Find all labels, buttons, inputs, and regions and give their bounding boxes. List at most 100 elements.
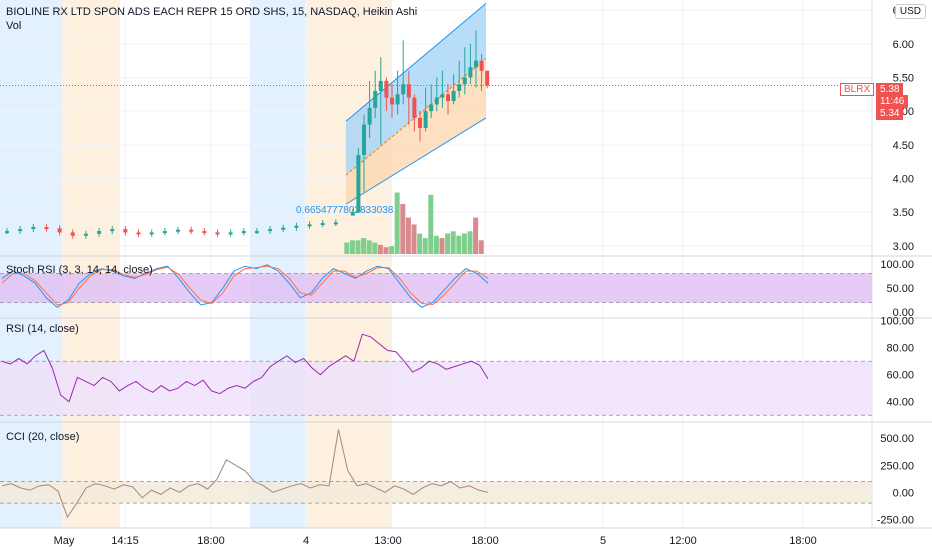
x-tick-2: 18:00	[197, 535, 225, 547]
stoch-y-tick-1: 50.00	[886, 283, 914, 295]
session-shade-3	[305, 0, 392, 528]
main-y-tick-1: 3.50	[893, 207, 914, 219]
candle-body-10	[406, 84, 411, 98]
flat-candle-body-21	[281, 227, 286, 230]
volume-bar-0	[344, 242, 350, 254]
cci-y-tick-3: 500.00	[880, 433, 914, 445]
flat-candle-body-2	[31, 227, 36, 230]
candle-body-15	[434, 97, 439, 105]
volume-bar-9	[394, 192, 400, 254]
flat-candle-body-7	[97, 231, 102, 234]
candle-body-20	[462, 77, 467, 85]
candle-body-16	[440, 94, 445, 98]
flat-candle-body-13	[176, 229, 180, 232]
low-price-label: 5.34	[876, 107, 904, 120]
cci-y-tick-2: 250.00	[880, 460, 914, 472]
channel-lower-zone	[346, 58, 486, 205]
candle-body-3	[367, 107, 372, 125]
candle-body-22	[474, 60, 478, 68]
x-tick-6: 5	[600, 535, 606, 547]
cci-title: CCI (20, close)	[6, 431, 80, 443]
flat-candle-body-9	[123, 229, 128, 233]
volume-bar-2	[355, 240, 361, 254]
volume-bar-6	[377, 244, 383, 254]
volume-bar-15	[428, 194, 434, 254]
candle-body-0	[350, 212, 355, 216]
symbol-price-tag: BLRX	[840, 83, 875, 96]
session-shade-1	[62, 0, 120, 528]
volume-bar-11	[405, 217, 411, 254]
flat-candle-body-22	[294, 225, 299, 228]
stoch-series-0	[1, 264, 489, 308]
volume-bar-1	[349, 240, 355, 254]
rsi-title: RSI (14, close)	[6, 323, 79, 335]
flat-candle-body-23	[307, 224, 312, 227]
cci-y-tick-1: 0.00	[893, 487, 914, 499]
rsi-y-tick-3: 100.00	[880, 316, 914, 328]
candle-body-5	[378, 80, 383, 91]
volume-bar-10	[400, 203, 406, 254]
main-y-tick-5: 5.50	[893, 72, 914, 84]
flat-candle-body-11	[149, 232, 154, 235]
candle-body-4	[373, 90, 378, 108]
x-tick-4: 13:00	[374, 535, 402, 547]
rsi-y-tick-1: 60.00	[886, 370, 914, 382]
candle-body-2	[362, 124, 366, 155]
x-tick-3: 4	[303, 535, 309, 547]
x-tick-1: 14:15	[111, 535, 139, 547]
cci-y-tick-0: -250.00	[877, 514, 914, 526]
volume-bar-12	[411, 224, 417, 254]
volume-bar-19	[450, 231, 456, 254]
x-tick-7: 12:00	[669, 535, 697, 547]
flat-candle-body-25	[333, 222, 338, 225]
volume-bar-3	[361, 238, 367, 254]
volume-bar-13	[417, 233, 423, 254]
volume-bar-7	[383, 247, 389, 254]
chart-title: BIOLINE RX LTD SPON ADS EACH REPR 15 ORD…	[6, 6, 418, 18]
volume-bar-18	[445, 233, 451, 254]
main-y-tick-2: 4.00	[893, 174, 914, 186]
candle-body-19	[457, 84, 462, 91]
stoch-band	[0, 273, 872, 303]
flat-candle-body-8	[110, 229, 115, 232]
flat-candle-body-18	[241, 231, 246, 234]
volume-bar-14	[422, 238, 428, 254]
flat-candle-body-12	[162, 231, 167, 234]
flat-candle-body-5	[70, 232, 75, 236]
channel-lower-line	[345, 117, 487, 205]
currency-button[interactable]: USD	[894, 4, 926, 19]
last-price-label: 5.38	[876, 83, 904, 96]
volume-label: Vol	[6, 20, 22, 32]
stoch-y-tick-2: 100.00	[880, 259, 914, 271]
candle-body-18	[451, 90, 456, 102]
rsi-series-0	[1, 333, 489, 403]
flat-candle-body-6	[83, 233, 88, 236]
candle-body-8	[395, 94, 400, 105]
flat-candle-body-24	[320, 222, 325, 225]
main-y-tick-6: 6.00	[893, 39, 914, 51]
cci-series-0	[1, 429, 489, 519]
volume-bar-22	[467, 231, 473, 254]
main-y-tick-3: 4.50	[893, 140, 914, 152]
candle-body-21	[468, 67, 473, 78]
candle-body-14	[429, 104, 434, 112]
volume-bar-17	[439, 238, 445, 254]
volume-bar-5	[372, 242, 378, 254]
volume-bar-20	[456, 235, 462, 254]
volume-bar-21	[461, 233, 467, 254]
stoch-rsi-title: Stoch RSI (3, 3, 14, 14, close)	[6, 264, 153, 276]
candle-body-1	[356, 154, 361, 213]
main-y-tick-0: 3.00	[893, 241, 914, 253]
rsi-band	[0, 361, 872, 416]
volume-bar-23	[473, 217, 479, 254]
x-tick-0: May	[54, 535, 75, 547]
candle-body-24	[485, 70, 490, 86]
flat-candle-body-1	[18, 229, 23, 232]
session-shade-0	[0, 0, 62, 528]
flat-candle-body-10	[136, 232, 141, 235]
candle-body-23	[479, 60, 484, 71]
volume-bar-8	[389, 246, 395, 254]
flat-candle-body-19	[254, 231, 259, 234]
rsi-y-tick-0: 40.00	[886, 397, 914, 409]
